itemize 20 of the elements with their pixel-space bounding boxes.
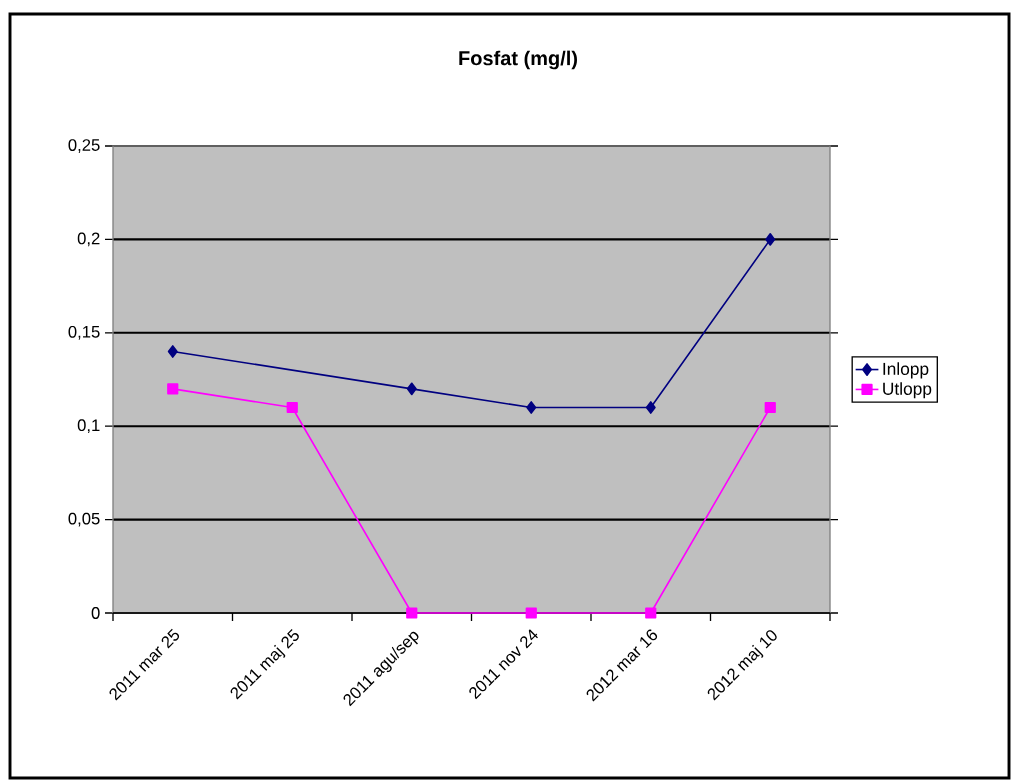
point [167, 383, 179, 395]
point [764, 401, 776, 414]
point [406, 382, 417, 396]
point [645, 401, 656, 414]
legend-label: Inlopp [883, 362, 929, 379]
point [286, 401, 298, 414]
chart-title: Fosfat (mg/l) [459, 50, 577, 70]
point [167, 345, 178, 358]
y-tick-label: 0,25 [68, 139, 100, 153]
y-tick-label: 0,2 [77, 232, 100, 247]
point [525, 607, 537, 619]
y-tick-label: 0,05 [68, 512, 100, 527]
point [645, 607, 657, 619]
y-tick-label: 0,1 [77, 419, 100, 434]
y-tick-label: 0,15 [68, 325, 100, 340]
point [406, 607, 418, 619]
legend-label: Utlopp [883, 382, 932, 399]
point [765, 233, 776, 246]
point [526, 401, 537, 414]
y-tick-label: 0 [91, 607, 100, 619]
